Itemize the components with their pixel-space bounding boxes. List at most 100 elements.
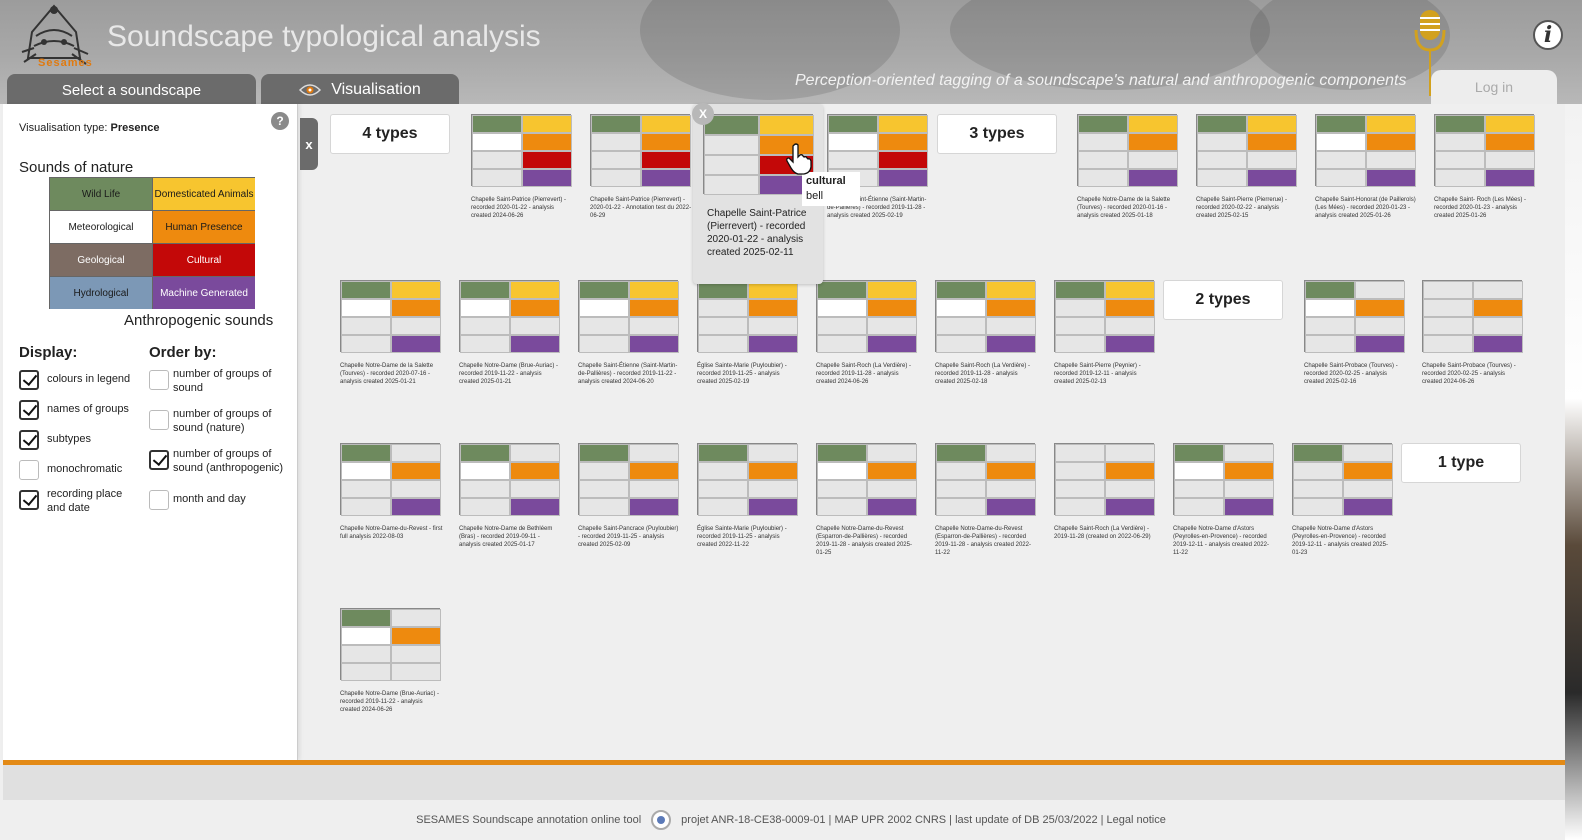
checkbox-label-order_options[interactable]: month and day (173, 493, 246, 505)
soundscape-card[interactable]: Chapelle Notre-Dame d'Astors (Peyrolles-… (1292, 443, 1402, 557)
checkbox-display_options[interactable] (19, 490, 39, 510)
grid-cell (698, 299, 748, 317)
soundscape-card[interactable]: Chapelle Notre-Dame de Bethléem (Bras) -… (459, 443, 569, 549)
tab-select-soundscape[interactable]: Select a soundscape (7, 74, 256, 104)
grid-cell (1055, 480, 1105, 498)
soundscape-card[interactable]: Chapelle Notre-Dame de la Salette (Tourv… (340, 280, 450, 386)
soundscape-card[interactable]: Chapelle Saint-Pierre (Pierrerue) - reco… (1196, 114, 1306, 220)
grid-cell (341, 444, 391, 462)
soundscape-card[interactable]: Chapelle Saint-Roch (La Verdière) - reco… (935, 280, 1045, 386)
grid-cell (341, 317, 391, 335)
grid-cell (460, 317, 510, 335)
grid-cell (522, 151, 572, 169)
lab-logo-icon (651, 810, 672, 830)
soundscape-card[interactable]: Chapelle Saint-Étienne (Saint-Martin-de-… (578, 280, 688, 386)
grid-cell (1316, 133, 1366, 151)
grid-cell (1078, 169, 1128, 187)
popup-grid (703, 114, 814, 195)
grid-cell (629, 480, 679, 498)
type-group-label: 1 type (1401, 443, 1521, 483)
soundscape-card[interactable]: Église Sainte-Marie (Puyloubier) - recor… (697, 280, 807, 386)
checkbox-order_options[interactable] (149, 490, 169, 510)
checkbox-label-order_options[interactable]: number of groups of sound (nature) (173, 408, 272, 434)
grid-cell (341, 609, 391, 627)
grid-cell (1128, 169, 1178, 187)
soundscape-card[interactable]: Chapelle Notre-Dame d'Astors (Peyrolles-… (1173, 443, 1283, 557)
grid-cell (1247, 115, 1297, 133)
grid-cell (579, 299, 629, 317)
tagline: Perception-oriented tagging of a soundsc… (795, 72, 1407, 89)
tab-visualisation[interactable]: Visualisation (261, 74, 459, 104)
login-button[interactable]: Log in (1431, 70, 1557, 104)
soundscape-card[interactable]: Chapelle Saint-Patrice (Pierrevert) - 20… (590, 114, 700, 220)
grid-cell (391, 281, 441, 299)
help-icon[interactable]: ? (271, 112, 289, 130)
soundscape-card[interactable]: Chapelle Notre-Dame-du-Revest - first fu… (340, 443, 450, 541)
soundscape-grid (1315, 114, 1416, 187)
close-sidebar-button[interactable]: x (300, 118, 318, 170)
grid-cell (1105, 281, 1155, 299)
footer: SESAMES Soundscape annotation online too… (0, 800, 1582, 840)
grid-cell (828, 151, 878, 169)
footer-project-info[interactable]: projet ANR-18-CE38-0009-01 | MAP UPR 200… (681, 814, 1166, 826)
grid-cell (748, 444, 798, 462)
soundscape-card[interactable]: Chapelle Saint-Honorat (de Paillerols) (… (1315, 114, 1425, 220)
grid-cell (341, 480, 391, 498)
grid-cell (510, 498, 560, 516)
checkbox-display_options[interactable] (19, 430, 39, 450)
soundscape-card[interactable]: Chapelle Saint-Probace (Tourves) - recor… (1422, 280, 1532, 386)
grid-cell (1293, 462, 1343, 480)
soundscape-card[interactable]: Église Sainte-Marie (Puyloubier) - recor… (697, 443, 807, 549)
soundscape-card[interactable]: Chapelle Notre-Dame (Brue-Auriac) - reco… (459, 280, 569, 386)
checkbox-order_options[interactable] (149, 370, 169, 390)
grid-cell (579, 281, 629, 299)
checkbox-label-display_options[interactable]: subtypes (47, 433, 92, 445)
soundscape-card[interactable]: Chapelle Notre-Dame (Brue-Auriac) - reco… (340, 608, 450, 714)
info-icon[interactable]: i (1533, 20, 1563, 50)
soundscape-card[interactable]: Chapelle Saint-Probace (Tourves) - recor… (1304, 280, 1414, 386)
tab-visualisation-label: Visualisation (331, 81, 421, 98)
soundscape-grid (459, 443, 560, 516)
grid-cell (759, 135, 814, 155)
grid-cell (748, 299, 798, 317)
checkbox-label-display_options[interactable]: names of groups (47, 403, 129, 415)
soundscape-grid (471, 114, 572, 187)
checkbox-order_options[interactable] (149, 410, 169, 430)
soundscape-card[interactable]: Chapelle Notre-Dame de la Salette (Tourv… (1077, 114, 1187, 220)
grid-cell (817, 281, 867, 299)
soundscape-card[interactable]: Chapelle Saint-Roch (La Verdière) - 2019… (1054, 443, 1164, 541)
soundscape-grid (1054, 280, 1155, 353)
legend-item: Cultural (153, 244, 255, 276)
popup-close-button[interactable]: X (692, 103, 714, 125)
grid-cell (341, 645, 391, 663)
card-caption: Chapelle Notre-Dame (Brue-Auriac) - reco… (340, 691, 440, 713)
card-caption: Chapelle Saint-Pierre (Pierrerue) - reco… (1196, 197, 1288, 219)
soundscape-card[interactable]: Chapelle Saint- Roch (Les Mées) - record… (1434, 114, 1544, 220)
grid-cell (1055, 498, 1105, 516)
soundscape-card[interactable]: Chapelle Saint-Pancrace (Puyloubier) - r… (578, 443, 688, 549)
checkbox-label-display_options[interactable]: monochromatic (47, 463, 123, 475)
soundscape-card[interactable]: Chapelle Saint-Patrice (Pierrevert) - re… (471, 114, 581, 220)
grid-cell (748, 462, 798, 480)
soundscape-card[interactable]: Chapelle Notre-Dame-du-Revest (Esparron-… (816, 443, 926, 557)
grid-cell (460, 335, 510, 353)
checkbox-display_options[interactable] (19, 460, 39, 480)
soundscape-card[interactable]: Chapelle Saint-Roch (La Verdière) - reco… (816, 280, 926, 386)
soundscape-card[interactable]: Chapelle Saint-Pierre (Peynier) - record… (1054, 280, 1164, 386)
sesames-logo-icon[interactable] (14, 2, 94, 70)
grid-cell (641, 151, 691, 169)
legend-item: Meteorological (50, 211, 152, 243)
checkbox-display_options[interactable] (19, 400, 39, 420)
checkbox-label-display_options[interactable]: colours in legend (47, 373, 131, 385)
grid-cell (1247, 151, 1297, 169)
soundscape-card[interactable]: Chapelle Notre-Dame-du-Revest (Esparron-… (935, 443, 1045, 557)
checkbox-label-order_options[interactable]: number of groups of sound (173, 368, 272, 394)
checkbox-display_options[interactable] (19, 370, 39, 390)
grid-cell (510, 281, 560, 299)
checkbox-label-display_options[interactable]: recording place and date (47, 488, 123, 514)
card-caption: Chapelle Saint-Pierre (Peynier) - record… (1054, 363, 1141, 385)
card-popup[interactable]: Chapelle Saint-Patrice (Pierrevert) - re… (692, 103, 823, 284)
checkbox-label-order_options[interactable]: number of groups of sound (anthropogenic… (173, 448, 284, 474)
grid-cell (341, 462, 391, 480)
checkbox-order_options[interactable] (149, 450, 169, 470)
